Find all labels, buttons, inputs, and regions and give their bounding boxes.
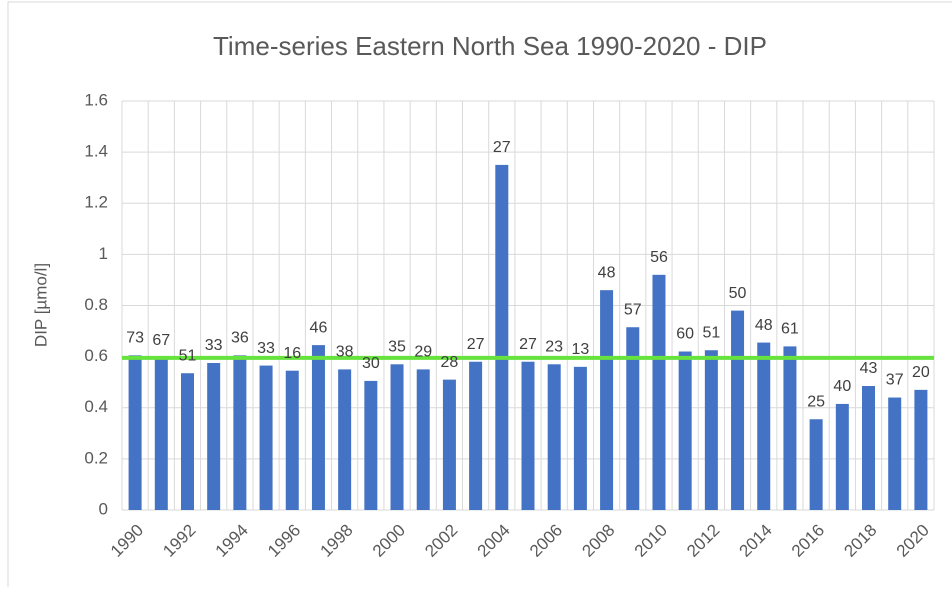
data-label: 20 <box>912 364 930 381</box>
data-label: 43 <box>860 360 878 377</box>
y-tick-label: 1.6 <box>84 90 108 109</box>
bar <box>154 357 168 510</box>
bar <box>626 327 640 510</box>
bar <box>311 345 325 510</box>
y-tick-label: 0.6 <box>84 346 108 365</box>
bar <box>600 290 614 510</box>
y-tick-label: 0.8 <box>84 295 108 314</box>
bar <box>416 369 430 510</box>
bar <box>364 380 378 510</box>
bar <box>180 373 194 510</box>
bar <box>573 366 587 510</box>
data-label: 23 <box>545 339 563 356</box>
bar <box>547 364 561 510</box>
data-label: 51 <box>702 324 720 341</box>
data-label: 56 <box>650 249 668 266</box>
bar <box>390 364 404 510</box>
bar <box>233 355 247 510</box>
bar <box>888 397 902 510</box>
data-label: 30 <box>362 355 380 372</box>
data-label: 48 <box>755 317 773 334</box>
data-label: 37 <box>886 372 904 389</box>
data-label: 46 <box>310 319 328 336</box>
data-label: 36 <box>231 330 249 347</box>
data-label: 67 <box>152 332 170 349</box>
data-label: 27 <box>493 139 511 156</box>
data-label: 27 <box>467 336 485 353</box>
bar <box>914 389 928 510</box>
bar <box>128 355 142 510</box>
y-axis-label: DIP [µmo/l] <box>31 263 50 347</box>
bar <box>469 361 483 510</box>
bar <box>678 351 692 510</box>
data-label: 60 <box>676 326 694 343</box>
data-label: 25 <box>807 393 825 410</box>
bar <box>783 346 797 510</box>
bar <box>338 369 352 510</box>
data-label: 13 <box>571 341 589 358</box>
data-label: 28 <box>441 354 459 371</box>
bar <box>285 370 299 510</box>
bar <box>207 363 221 510</box>
bar <box>704 350 718 510</box>
bar <box>521 361 535 510</box>
y-tick-label: 1.2 <box>84 193 108 212</box>
bar <box>495 164 509 510</box>
data-label: 33 <box>257 340 275 357</box>
data-label: 16 <box>283 345 301 362</box>
y-tick-label: 0 <box>99 499 108 518</box>
bar <box>862 386 876 510</box>
data-label: 50 <box>729 285 747 302</box>
bar <box>757 342 771 510</box>
data-label: 73 <box>126 330 144 347</box>
bar <box>259 365 273 510</box>
data-label: 51 <box>179 347 197 364</box>
bar <box>809 419 823 510</box>
data-label: 27 <box>519 336 537 353</box>
bar <box>731 310 745 510</box>
y-tick-label: 1.4 <box>84 142 108 161</box>
data-label: 48 <box>598 264 616 281</box>
y-tick-label: 1 <box>99 244 108 263</box>
y-tick-label: 0.4 <box>84 397 108 416</box>
data-label: 61 <box>781 321 799 338</box>
data-label: 57 <box>624 301 642 318</box>
data-label: 35 <box>388 339 406 356</box>
bar <box>835 403 849 510</box>
data-label: 29 <box>414 344 432 361</box>
bar <box>442 379 456 510</box>
data-label: 40 <box>833 378 851 395</box>
chart-title: Time-series Eastern North Sea 1990-2020 … <box>213 31 767 61</box>
data-label: 33 <box>205 337 223 354</box>
bar <box>652 274 666 510</box>
data-label: 38 <box>336 344 354 361</box>
y-tick-label: 0.2 <box>84 448 108 467</box>
